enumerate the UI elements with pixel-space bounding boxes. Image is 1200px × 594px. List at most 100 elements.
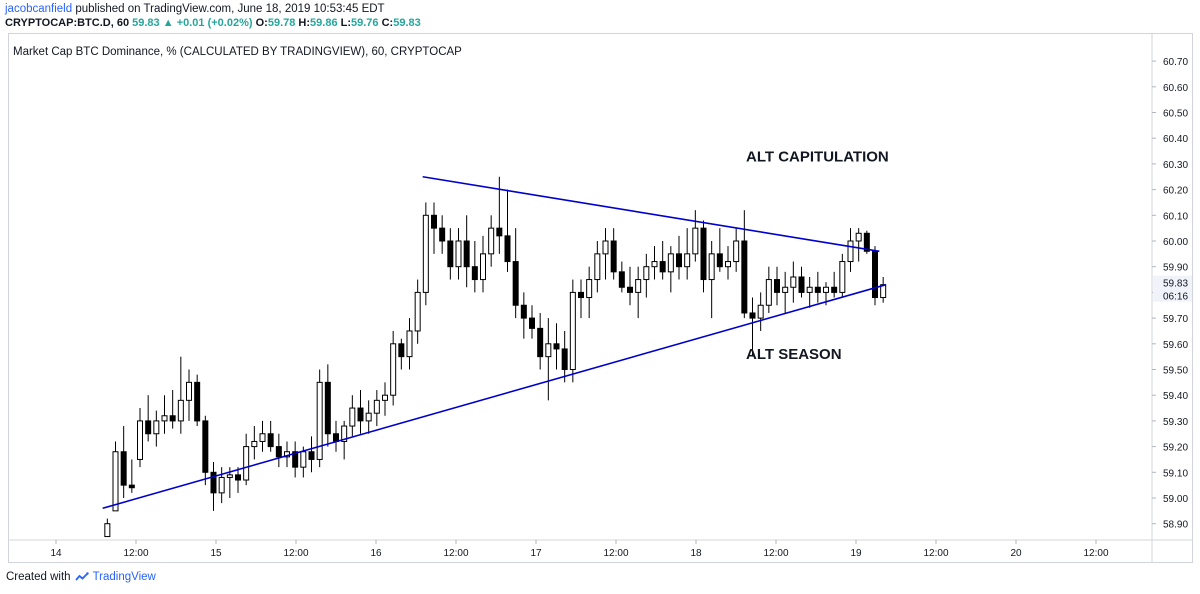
candle-up — [365, 412, 372, 422]
x-tick-label: 12:00 — [763, 548, 788, 559]
candle-down — [447, 240, 454, 268]
candle-up — [382, 394, 388, 401]
candle-down — [561, 348, 568, 371]
candle-up — [708, 253, 715, 281]
y-tick-label: 60.70 — [1163, 57, 1188, 68]
x-tick-label: 18 — [690, 548, 702, 559]
change-value: +0.01 (+0.02%) — [176, 17, 253, 29]
x-tick-label: 16 — [370, 548, 382, 559]
up-arrow-icon: ▲ — [162, 17, 174, 29]
candle-down — [431, 214, 437, 229]
y-tick-label: 60.30 — [1163, 160, 1188, 171]
y-tick-label: 59.30 — [1163, 417, 1188, 428]
candle-down — [537, 327, 544, 358]
open-label: O: — [255, 17, 268, 29]
candle-down — [716, 253, 723, 268]
candle-up — [390, 343, 397, 396]
candle-up — [316, 381, 323, 460]
candle-up — [480, 253, 486, 281]
candle-up — [186, 381, 192, 401]
candle-down — [520, 304, 527, 319]
y-tick-label: 58.90 — [1163, 520, 1188, 531]
candle-up — [226, 474, 233, 478]
candle-up — [243, 446, 250, 481]
candle-down — [798, 276, 805, 293]
candle-down — [308, 451, 315, 460]
last-price: 59.83 — [132, 17, 160, 29]
candle-up — [725, 261, 731, 268]
y-tick-label: 59.70 — [1163, 314, 1188, 325]
candle-down — [749, 312, 756, 319]
x-tick-label: 12:00 — [923, 548, 948, 559]
y-tick-label: 60.00 — [1163, 237, 1188, 248]
candle-up — [692, 227, 699, 255]
candle-up — [643, 266, 650, 281]
y-tick-label: 59.60 — [1163, 340, 1188, 351]
close-value: 59.83 — [393, 17, 421, 29]
candle-up — [757, 304, 764, 319]
annotation-alt-season[interactable]: ALT SEASON — [746, 346, 842, 363]
tradingview-logo-icon — [74, 571, 89, 581]
candle-up — [855, 232, 862, 242]
candle-up — [488, 227, 495, 255]
candle-up — [300, 451, 307, 468]
x-tick-label: 12:00 — [283, 548, 308, 559]
candle-up — [635, 279, 642, 293]
symbol-label: CRYPTOCAP:BTC.D, 60 — [5, 17, 130, 29]
x-tick-label: 20 — [1010, 548, 1022, 559]
open-value: 59.78 — [267, 17, 296, 29]
candle-down — [210, 471, 217, 494]
candle-up — [806, 286, 813, 293]
candle-up — [733, 240, 740, 263]
candle-down — [741, 240, 748, 314]
candle-down — [831, 286, 838, 293]
candle-up — [594, 253, 601, 281]
candle-up — [251, 440, 258, 448]
candle-down — [676, 253, 682, 268]
y-tick-label: 59.90 — [1163, 263, 1188, 274]
candle-down — [872, 250, 878, 299]
x-tick-label: 12:00 — [123, 548, 148, 559]
candle-up — [349, 407, 356, 427]
candle-up — [790, 276, 797, 288]
candle-down — [578, 291, 584, 299]
candle-up — [406, 330, 413, 358]
high-value: 59.86 — [310, 17, 338, 29]
publish-text: published on TradingView.com, June 18, 2… — [75, 3, 385, 15]
ohlc-legend: CRYPTOCAP:BTC.D, 60 59.83 ▲ +0.01 (+0.02… — [5, 17, 421, 29]
candle-up — [137, 420, 143, 460]
candle-down — [496, 227, 503, 237]
tradingview-brand-link[interactable]: TradingView — [92, 571, 156, 583]
candle-down — [512, 261, 519, 306]
y-tick-label: 60.60 — [1163, 83, 1188, 94]
y-tick-label: 59.00 — [1163, 494, 1188, 505]
bar-countdown-label: 06:16 — [1163, 292, 1188, 303]
candle-up — [341, 425, 348, 442]
trendline-upper[interactable] — [422, 175, 880, 253]
candle-up — [259, 433, 266, 442]
candle-down — [700, 227, 707, 281]
candle-up — [782, 286, 789, 293]
x-tick-label: 19 — [850, 548, 862, 559]
publish-info: jacobcanfield published on TradingView.c… — [5, 3, 385, 15]
candle-down — [235, 474, 241, 481]
annotation-alt-capitulation[interactable]: ALT CAPITULATION — [746, 148, 889, 165]
footer: Created with TradingView — [6, 571, 156, 583]
candle-up — [455, 240, 462, 268]
x-tick-label: 17 — [530, 548, 542, 559]
candle-down — [610, 240, 617, 273]
y-tick-label: 59.40 — [1163, 391, 1188, 402]
high-label: H: — [298, 17, 311, 29]
trendline-lower[interactable] — [102, 283, 887, 510]
candle-down — [814, 286, 821, 293]
candle-down — [324, 381, 331, 435]
candle-up — [161, 415, 168, 422]
candle-up — [823, 286, 829, 293]
candle-up — [104, 523, 111, 538]
author-link[interactable]: jacobcanfield — [5, 3, 73, 15]
candle-down — [618, 271, 625, 288]
candle-up — [586, 279, 593, 299]
candle-up — [847, 240, 854, 263]
candle-up — [218, 476, 225, 494]
